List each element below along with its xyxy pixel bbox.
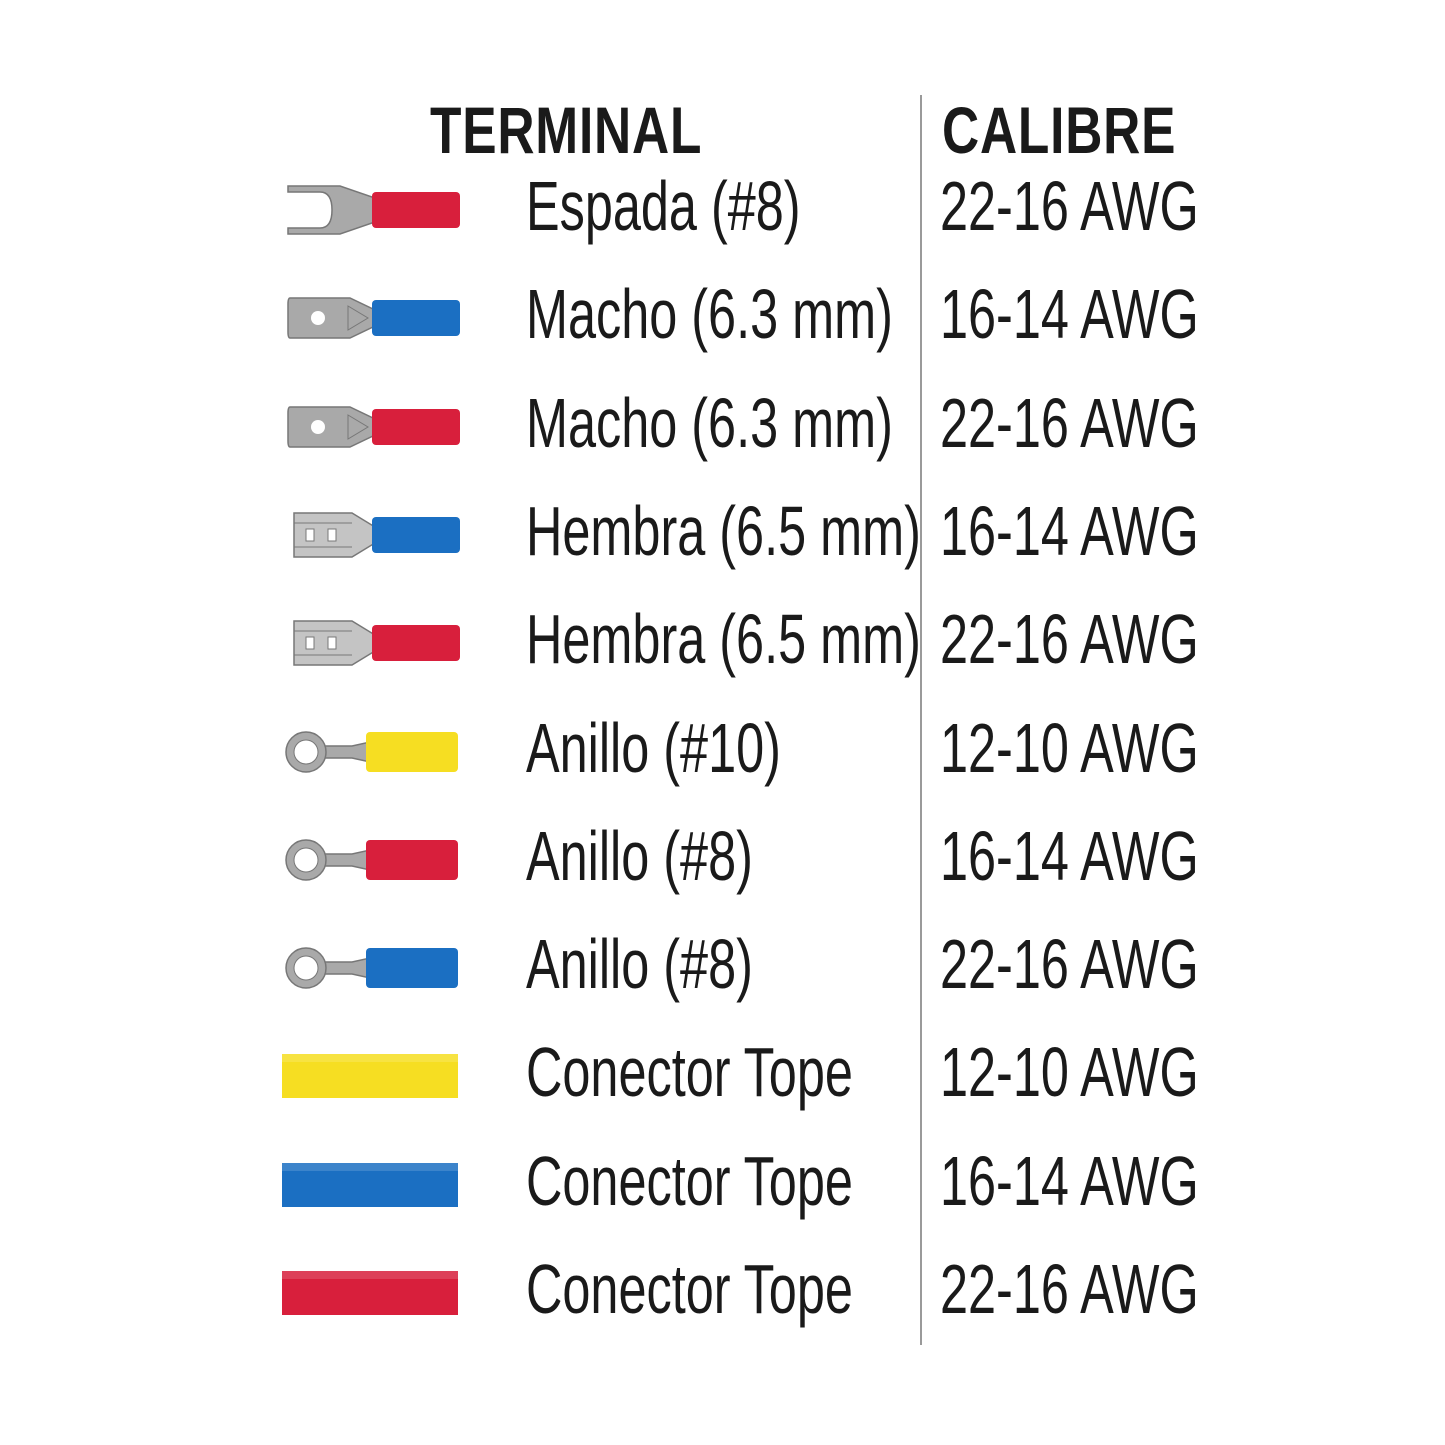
terminal-name: Macho (6.3 mm) xyxy=(526,275,893,354)
terminal-name: Anillo (#8) xyxy=(526,816,753,895)
wire-gauge: 22-16 AWG xyxy=(940,167,1199,245)
wire-gauge: 22-16 AWG xyxy=(940,1250,1199,1328)
butt-connector-icon xyxy=(280,1259,465,1327)
table-row: Hembra (6.5 mm) 22-16 AWG xyxy=(0,589,1445,697)
butt-connector-icon xyxy=(280,1042,465,1110)
terminal-name: Conector Tope xyxy=(526,1250,853,1328)
wire-gauge: 16-14 AWG xyxy=(940,275,1199,354)
female-terminal-icon xyxy=(280,501,465,569)
table-row: Conector Tope 16-14 AWG xyxy=(0,1131,1445,1239)
table-row: Espada (#8) 22-16 AWG xyxy=(0,156,1445,264)
terminal-name: Hembra (6.5 mm) xyxy=(526,491,921,570)
table-row: Anillo (#8) 22-16 AWG xyxy=(0,914,1445,1022)
wire-gauge: 16-14 AWG xyxy=(940,491,1199,570)
butt-connector-icon xyxy=(280,1151,465,1219)
table-row: Anillo (#10) 12-10 AWG xyxy=(0,698,1445,806)
table-row: Conector Tope 12-10 AWG xyxy=(0,1022,1445,1130)
spade-terminal-icon xyxy=(280,176,465,244)
wire-gauge: 16-14 AWG xyxy=(940,816,1199,895)
column-divider xyxy=(920,95,922,1345)
terminal-name: Anillo (#8) xyxy=(526,925,753,1004)
wire-gauge: 22-16 AWG xyxy=(940,383,1199,462)
terminal-name: Espada (#8) xyxy=(526,167,801,245)
ring-terminal-icon xyxy=(280,934,465,1002)
table-row: Hembra (6.5 mm) 16-14 AWG xyxy=(0,481,1445,589)
terminal-name: Macho (6.3 mm) xyxy=(526,383,893,462)
wire-gauge: 22-16 AWG xyxy=(940,600,1199,679)
calibre-header: CALIBRE xyxy=(942,93,1177,167)
table-row: Conector Tope 22-16 AWG xyxy=(0,1239,1445,1347)
table-row: Macho (6.3 mm) 16-14 AWG xyxy=(0,264,1445,372)
terminal-name: Hembra (6.5 mm) xyxy=(526,600,921,679)
female-terminal-icon xyxy=(280,609,465,677)
wire-gauge: 12-10 AWG xyxy=(940,708,1199,787)
wire-gauge: 12-10 AWG xyxy=(940,1033,1199,1112)
wire-gauge: 16-14 AWG xyxy=(940,1141,1199,1220)
male-terminal-icon xyxy=(280,284,465,352)
terminal-name: Anillo (#10) xyxy=(526,708,781,787)
terminal-name: Conector Tope xyxy=(526,1141,853,1220)
male-terminal-icon xyxy=(280,393,465,461)
table-row: Macho (6.3 mm) 22-16 AWG xyxy=(0,373,1445,481)
ring-terminal-icon xyxy=(280,718,465,786)
terminal-name: Conector Tope xyxy=(526,1033,853,1112)
table-row: Anillo (#8) 16-14 AWG xyxy=(0,806,1445,914)
terminal-header: TERMINAL xyxy=(430,93,703,167)
wire-gauge: 22-16 AWG xyxy=(940,925,1199,1004)
ring-terminal-icon xyxy=(280,826,465,894)
